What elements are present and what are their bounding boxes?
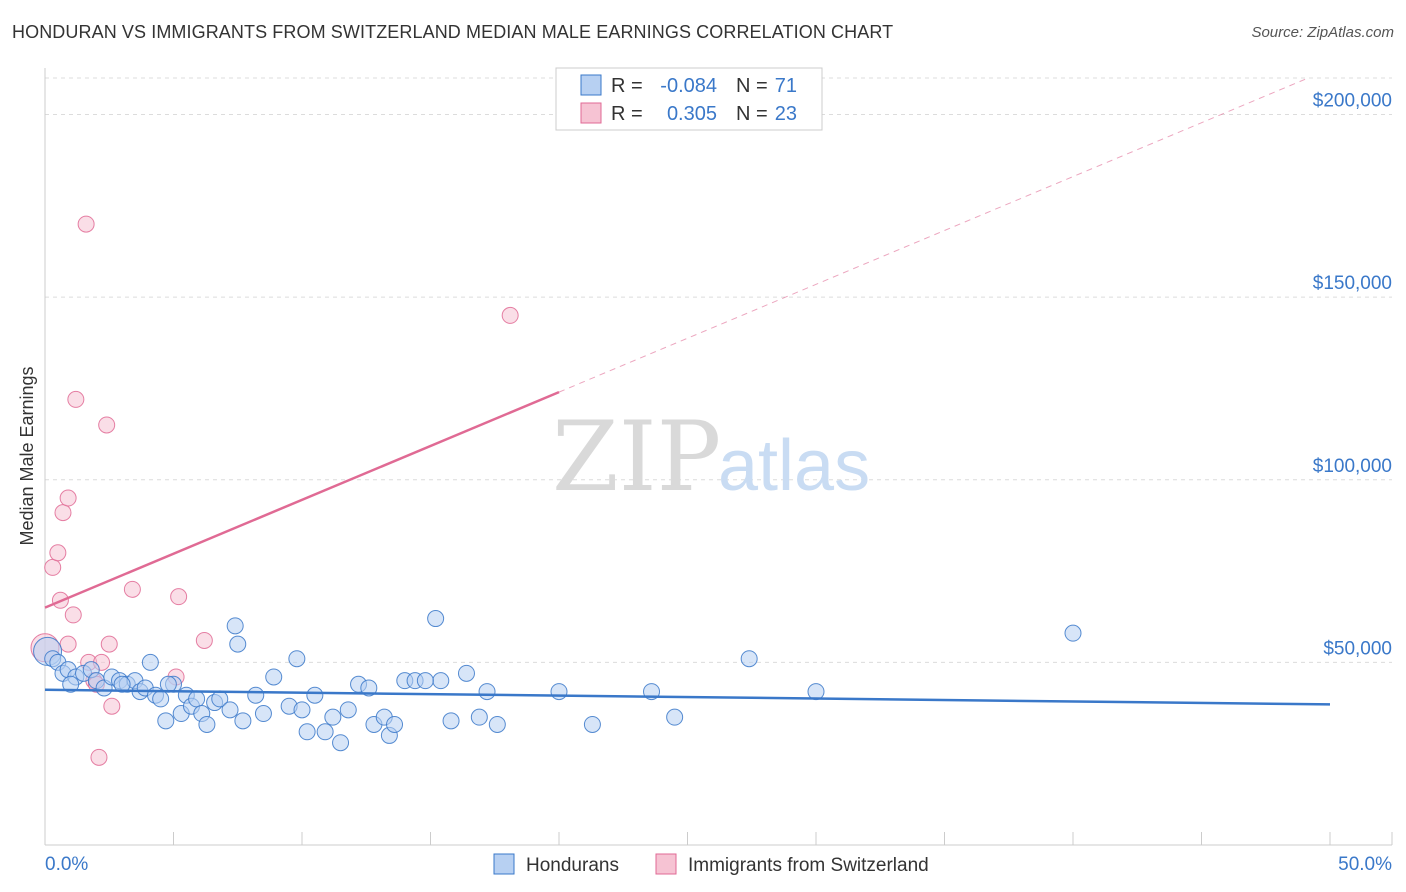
point-switzerland — [90, 748, 108, 766]
legend-r-label-hondurans: R = — [611, 75, 643, 97]
trend-line-hondurans — [44, 688, 1331, 706]
point-switzerland — [100, 635, 118, 653]
chart-title: HONDURAN VS IMMIGRANTS FROM SWITZERLAND … — [12, 22, 894, 42]
point-hondurans — [583, 715, 601, 733]
stats-legend: R = -0.084 N = 71 R = 0.305 N = 23 — [555, 67, 823, 131]
legend-n-label-hondurans: N = — [736, 75, 768, 97]
point-hondurans — [339, 701, 357, 719]
point-hondurans — [306, 686, 324, 704]
point-hondurans — [1064, 624, 1082, 642]
y-tick-label: $150,000 — [1313, 273, 1392, 294]
point-hondurans — [478, 683, 496, 701]
point-hondurans — [293, 701, 311, 719]
point-hondurans — [229, 635, 247, 653]
legend-swatch-hondurans — [580, 74, 602, 96]
point-hondurans — [442, 712, 460, 730]
point-hondurans — [221, 701, 239, 719]
point-hondurans — [198, 715, 216, 733]
point-switzerland — [501, 306, 519, 324]
x-tick-label-max: 50.0% — [1338, 854, 1392, 875]
point-switzerland — [54, 504, 72, 522]
chart-source: Source: ZipAtlas.com — [1251, 24, 1394, 41]
point-hondurans — [152, 690, 170, 708]
point-hondurans — [298, 723, 316, 741]
y-tick-label: $200,000 — [1313, 91, 1392, 112]
point-switzerland — [77, 215, 95, 233]
legend-n-value-hondurans: 71 — [775, 75, 797, 97]
bottom-legend-swatch-hondurans — [493, 853, 515, 875]
point-hondurans — [324, 708, 342, 726]
legend-r-label-switzerland: R = — [611, 103, 643, 125]
point-switzerland — [170, 588, 188, 606]
point-switzerland — [67, 390, 85, 408]
point-switzerland — [44, 558, 62, 576]
point-switzerland — [59, 635, 77, 653]
trend-lines — [44, 77, 1331, 706]
watermark-zip: ZIP — [552, 401, 721, 513]
point-hondurans — [386, 715, 404, 733]
bottom-legend-swatch-switzerland — [655, 853, 677, 875]
point-hondurans — [141, 653, 159, 671]
y-tick-label: $50,000 — [1323, 638, 1392, 659]
point-hondurans — [288, 650, 306, 668]
point-hondurans — [113, 675, 131, 693]
point-hondurans — [157, 712, 175, 730]
point-hondurans — [247, 686, 265, 704]
x-axis-ticks — [44, 832, 1393, 845]
legend-n-value-switzerland: 23 — [775, 103, 797, 125]
point-hondurans — [234, 712, 252, 730]
legend-n-label-switzerland: N = — [736, 103, 768, 125]
point-hondurans — [488, 715, 506, 733]
point-hondurans — [360, 679, 378, 697]
point-hondurans — [427, 610, 445, 628]
y-tick-labels: $50,000 $100,000 $150,000 $200,000 — [1313, 91, 1392, 660]
point-hondurans — [188, 690, 206, 708]
series-legend: Hondurans Immigrants from Switzerland — [493, 853, 929, 876]
trend-line-switzerland — [44, 390, 560, 609]
point-hondurans — [265, 668, 283, 686]
point-hondurans — [416, 672, 434, 690]
point-switzerland — [98, 416, 116, 434]
point-hondurans — [807, 683, 825, 701]
point-switzerland — [59, 489, 77, 507]
point-hondurans — [316, 723, 334, 741]
point-hondurans — [254, 705, 272, 723]
trend-extension-switzerland — [558, 77, 1309, 393]
grid — [45, 77, 1392, 663]
point-switzerland — [195, 631, 213, 649]
point-switzerland — [103, 697, 121, 715]
point-hondurans — [332, 734, 350, 752]
legend-r-value-switzerland: 0.305 — [667, 103, 717, 125]
y-axis-label: Median Male Earnings — [17, 366, 37, 545]
point-switzerland — [123, 580, 141, 598]
y-tick-label: $100,000 — [1313, 456, 1392, 477]
x-tick-label-min: 0.0% — [45, 854, 88, 875]
bottom-legend-label-hondurans: Hondurans — [526, 855, 619, 876]
point-hondurans — [457, 664, 475, 682]
series-hondurans-points — [33, 610, 1082, 752]
point-hondurans — [666, 708, 684, 726]
point-hondurans — [432, 672, 450, 690]
point-switzerland — [49, 544, 67, 562]
point-switzerland — [64, 606, 82, 624]
bottom-legend-label-switzerland: Immigrants from Switzerland — [688, 855, 929, 876]
legend-swatch-switzerland — [580, 102, 602, 124]
point-hondurans — [226, 617, 244, 635]
point-hondurans — [550, 683, 568, 701]
legend-r-value-hondurans: -0.084 — [660, 75, 717, 97]
point-hondurans — [62, 675, 80, 693]
point-hondurans — [740, 650, 758, 668]
watermark-atlas: atlas — [718, 426, 870, 506]
point-hondurans — [470, 708, 488, 726]
